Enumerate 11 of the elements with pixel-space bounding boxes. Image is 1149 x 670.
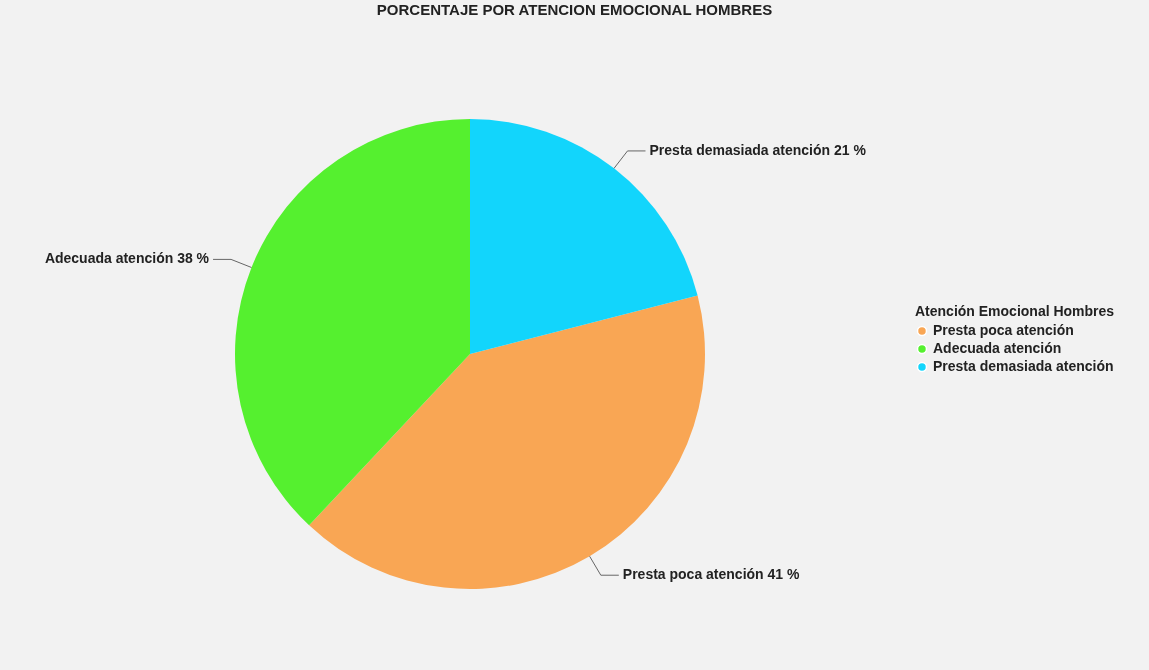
category-label: Presta demasiada atención 21 %: [649, 141, 866, 158]
chart-title: PORCENTAJE POR ATENCION EMOCIONAL HOMBRES: [376, 1, 773, 18]
category-label: Adecuada atención 38 %: [44, 250, 210, 267]
pie-slice: [470, 119, 698, 354]
category-label: Presta poca atención 41 %: [622, 566, 800, 583]
legend-label: Presta demasiada atención: [933, 358, 1114, 374]
pie-slice: [235, 119, 470, 526]
legend-label: Presta poca atención: [933, 322, 1074, 338]
pie-slice: [309, 295, 705, 589]
legend-label: Adecuada atención: [933, 340, 1062, 356]
legend-title: Atención Emocional Hombres: [915, 303, 1115, 319]
